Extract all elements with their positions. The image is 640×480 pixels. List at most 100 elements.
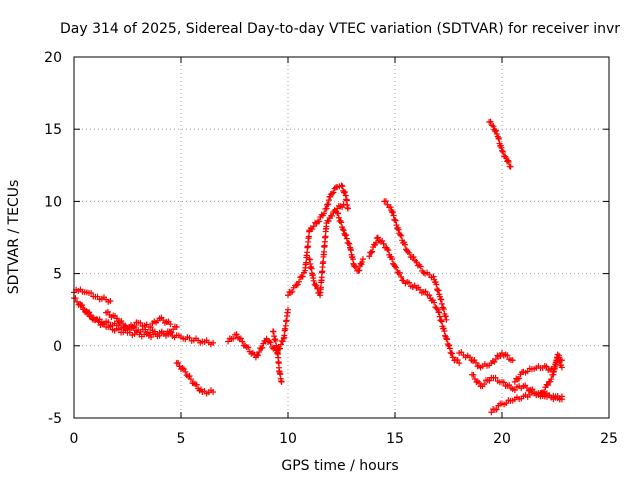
data-point bbox=[446, 342, 453, 349]
data-point bbox=[173, 324, 180, 331]
y-tick-label: 0 bbox=[53, 339, 62, 355]
series-pass-d bbox=[270, 328, 285, 385]
data-point bbox=[263, 335, 270, 342]
data-point bbox=[340, 201, 347, 208]
y-tick-label: -5 bbox=[48, 411, 62, 427]
data-point bbox=[556, 352, 563, 359]
data-point bbox=[481, 381, 488, 388]
data-point bbox=[443, 335, 450, 342]
data-point bbox=[511, 387, 518, 394]
data-point bbox=[487, 118, 494, 125]
axis-ticks: 0 5 10 15 20 25 -5 0 5 10 15 20 bbox=[44, 50, 618, 447]
data-point bbox=[507, 163, 514, 170]
data-point bbox=[436, 309, 443, 316]
y-tick-label: 15 bbox=[44, 122, 62, 138]
x-tick-label: 25 bbox=[600, 431, 618, 447]
data-point bbox=[446, 345, 453, 352]
data-point bbox=[392, 217, 399, 224]
series-pass-m bbox=[488, 389, 565, 416]
data-point bbox=[186, 372, 193, 379]
data-point bbox=[329, 212, 336, 219]
y-tick-label: 5 bbox=[53, 267, 62, 283]
data-point bbox=[324, 201, 331, 208]
data-point bbox=[382, 198, 389, 205]
data-point bbox=[498, 144, 505, 151]
data-point bbox=[279, 338, 286, 345]
data-point bbox=[509, 357, 516, 364]
data-point bbox=[384, 246, 391, 253]
data-point bbox=[406, 249, 413, 256]
data-point bbox=[537, 393, 544, 400]
data-point bbox=[396, 269, 403, 276]
data-point bbox=[230, 335, 237, 342]
series-pass-o bbox=[537, 351, 565, 400]
data-point bbox=[340, 227, 347, 234]
data-point bbox=[499, 147, 505, 154]
data-point bbox=[395, 226, 402, 233]
data-point bbox=[372, 239, 379, 246]
data-point bbox=[168, 329, 175, 336]
data-point bbox=[543, 363, 550, 370]
data-point bbox=[277, 341, 284, 348]
data-point bbox=[390, 212, 397, 219]
data-point bbox=[330, 189, 337, 196]
data-point bbox=[338, 219, 345, 226]
data-point bbox=[285, 306, 291, 313]
data-point bbox=[259, 344, 266, 351]
data-point bbox=[369, 248, 376, 255]
data-point bbox=[490, 123, 497, 130]
data-point bbox=[444, 336, 451, 343]
data-point bbox=[438, 296, 445, 303]
data-point bbox=[368, 249, 375, 256]
data-point bbox=[321, 210, 328, 217]
data-point bbox=[310, 223, 317, 230]
x-tick-label: 15 bbox=[386, 431, 404, 447]
data-point bbox=[492, 374, 499, 381]
data-point bbox=[413, 259, 420, 266]
data-point bbox=[115, 326, 122, 333]
data-point bbox=[329, 190, 336, 197]
data-point bbox=[554, 351, 561, 358]
data-point bbox=[558, 364, 565, 371]
data-point bbox=[440, 325, 447, 332]
series-pass-i bbox=[381, 198, 450, 323]
x-tick-label: 0 bbox=[70, 431, 79, 447]
data-point bbox=[183, 372, 190, 379]
y-axis-label: SDTVAR / TECUs bbox=[6, 180, 22, 295]
data-point bbox=[325, 197, 332, 204]
data-point bbox=[85, 309, 92, 316]
data-point bbox=[398, 273, 405, 280]
data-point bbox=[352, 264, 359, 271]
data-point bbox=[387, 204, 394, 211]
data-point bbox=[323, 205, 330, 212]
data-point bbox=[237, 335, 244, 342]
data-point bbox=[233, 331, 240, 338]
data-point bbox=[338, 182, 345, 189]
data-point bbox=[495, 134, 502, 141]
data-point bbox=[374, 234, 381, 241]
data-point bbox=[426, 292, 433, 299]
x-axis-label: GPS time / hours bbox=[281, 458, 398, 474]
series-pass-b bbox=[173, 359, 217, 397]
data-point bbox=[147, 324, 154, 331]
data-point bbox=[293, 282, 300, 289]
data-point bbox=[493, 406, 500, 413]
data-point bbox=[456, 360, 463, 367]
data-point bbox=[267, 339, 274, 346]
data-point bbox=[438, 300, 445, 307]
data-point bbox=[327, 193, 334, 200]
data-point bbox=[285, 292, 291, 299]
data-point bbox=[432, 278, 439, 285]
data-point bbox=[175, 359, 182, 366]
data-point bbox=[493, 127, 500, 134]
y-tick-label: 10 bbox=[44, 194, 62, 210]
data-point bbox=[443, 316, 450, 323]
data-point bbox=[187, 376, 194, 383]
data-point bbox=[239, 338, 246, 345]
data-point bbox=[442, 313, 449, 320]
data-point bbox=[95, 318, 102, 325]
data-point bbox=[389, 256, 396, 263]
data-point bbox=[430, 273, 437, 280]
series-pass-h bbox=[366, 234, 463, 367]
